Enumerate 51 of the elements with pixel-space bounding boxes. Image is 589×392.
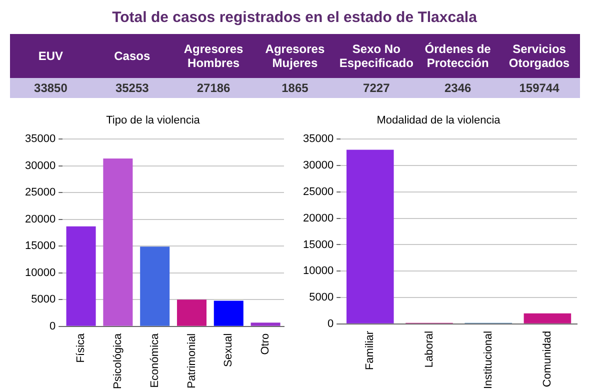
bar xyxy=(140,246,170,326)
category-label: Servicios Otorgados xyxy=(508,41,571,72)
y-tick-label: 15000 xyxy=(302,238,334,251)
category-label: Órdenes de Protección xyxy=(424,41,492,72)
y-tick-label: 35000 xyxy=(302,133,334,146)
category-label: Casos xyxy=(113,48,152,65)
y-tick-label: 25000 xyxy=(24,186,56,199)
bar xyxy=(524,313,572,324)
x-tick-label: Familiar xyxy=(364,330,376,370)
y-tick-label: 20000 xyxy=(302,212,334,224)
y-tick-label: 25000 xyxy=(302,186,334,198)
bar xyxy=(346,150,394,324)
data-label: 35253 xyxy=(114,80,150,97)
x-tick-label: Económica xyxy=(148,332,161,388)
x-tick-label: Laboral xyxy=(423,330,436,368)
y-tick-label: 5000 xyxy=(309,292,334,304)
x-tick-label: Institucional xyxy=(482,330,494,390)
x-tick-label: Sexual xyxy=(222,333,235,367)
y-tick-label: 10000 xyxy=(24,266,56,279)
y-tick-label: 35000 xyxy=(24,133,56,146)
category-label: Agresores Mujeres xyxy=(264,41,326,72)
y-tick-label: 10000 xyxy=(302,265,334,278)
y-tick-label: 30000 xyxy=(302,160,334,172)
data-label: 159744 xyxy=(518,80,560,97)
y-tick-label: 5000 xyxy=(31,294,56,306)
y-tick-label: 30000 xyxy=(24,160,56,172)
x-tick-label: Otro xyxy=(260,333,272,355)
x-tick-label: Física xyxy=(75,332,88,363)
data-label: 2346 xyxy=(443,80,472,97)
bar xyxy=(250,322,280,326)
chart-title: Modalidad de la violencia xyxy=(376,114,502,127)
category-label: Agresores Hombres xyxy=(182,41,244,72)
y-tick-label: 15000 xyxy=(24,240,56,252)
category-label: EUV xyxy=(37,48,64,65)
y-tick-label: 20000 xyxy=(24,213,56,226)
text: Total de casos registrados en el estado de Tlaxcala xyxy=(111,8,478,28)
x-tick-label: Patrimonial xyxy=(186,333,198,388)
y-tick-label: 0 xyxy=(327,318,334,330)
x-tick-label: Comunidad xyxy=(541,330,554,388)
bar xyxy=(103,158,133,326)
x-tick-label: Psicológica xyxy=(112,332,124,389)
chart-title: Tipo de la violencia xyxy=(106,114,201,127)
data-label: 27186 xyxy=(196,80,232,97)
data-label: 33850 xyxy=(33,80,68,97)
data-label: 7227 xyxy=(362,80,391,97)
bar xyxy=(176,300,207,326)
bar xyxy=(66,226,96,326)
data-label: 1865 xyxy=(280,80,310,97)
category-label: Sexo No Especificado xyxy=(338,41,414,72)
y-tick-label: 0 xyxy=(49,320,56,332)
bar xyxy=(214,300,244,326)
